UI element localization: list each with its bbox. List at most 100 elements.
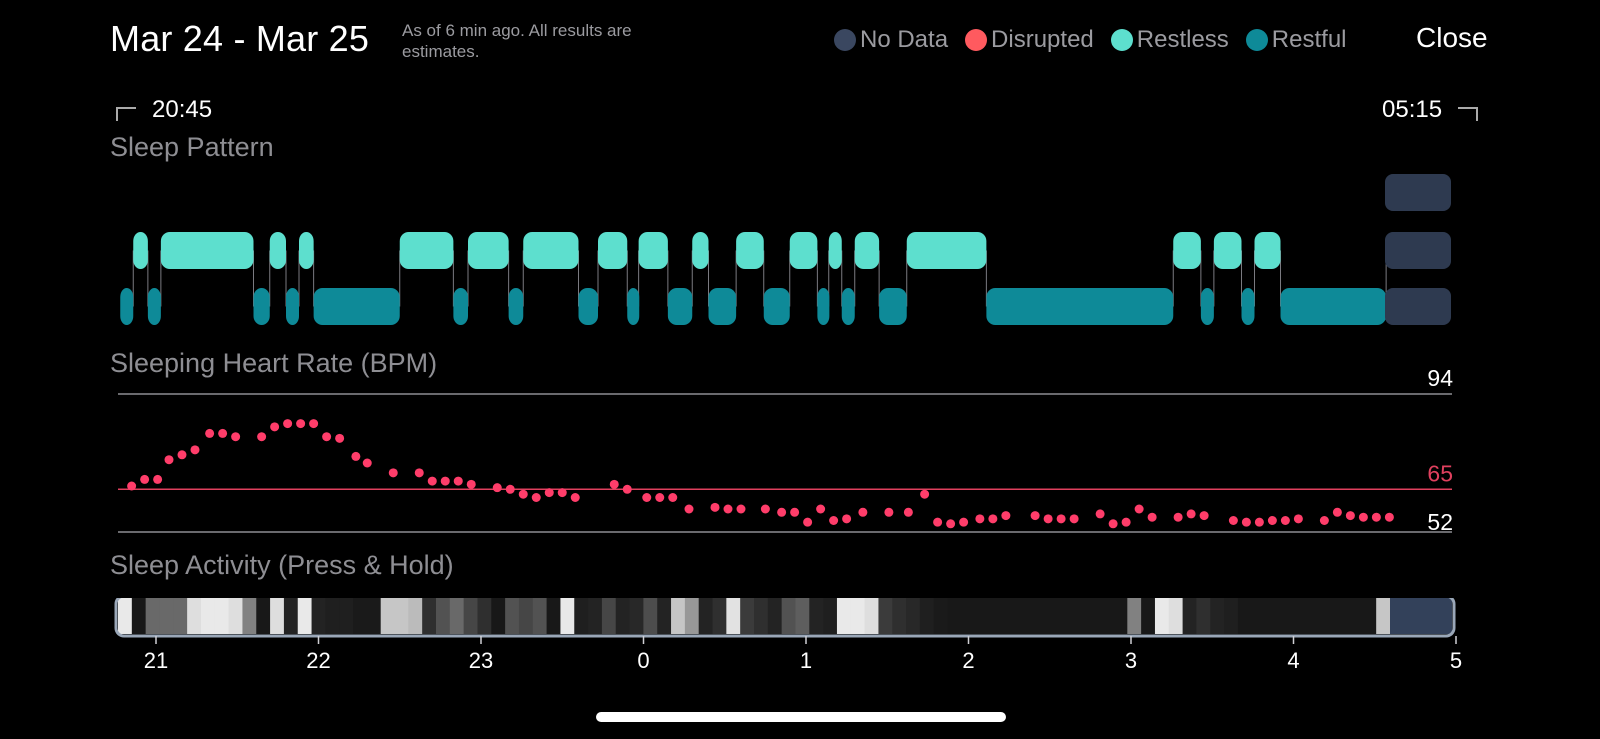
restless-segment (1213, 232, 1242, 269)
heart-rate-point (1056, 514, 1066, 524)
activity-bar (118, 598, 133, 634)
activity-bar (809, 598, 824, 634)
heart-rate-point (190, 445, 200, 455)
activity-bar (726, 598, 741, 634)
sleep-pattern-label: Sleep Pattern (110, 132, 274, 162)
hour-tick-label: 5 (1450, 648, 1462, 673)
activity-bar (1182, 598, 1198, 634)
heart-rate-point (309, 419, 319, 429)
sleep-pattern-chart[interactable] (0, 170, 1600, 335)
activity-bar (1251, 598, 1267, 634)
activity-bar (1099, 598, 1115, 634)
activity-bar (214, 598, 230, 634)
activity-bar (187, 598, 202, 634)
heart-rate-point (218, 428, 228, 438)
restful-segment (817, 288, 830, 325)
heart-rate-point (1384, 512, 1394, 522)
activity-bar (518, 598, 534, 634)
close-button[interactable]: Close (1416, 22, 1488, 53)
hour-tick-label: 23 (469, 648, 493, 673)
activity-bar (1168, 598, 1184, 634)
restless-segment (299, 232, 314, 269)
heart-rate-point (642, 493, 652, 502)
restful-segment (453, 288, 468, 325)
restless-segment (133, 232, 148, 269)
activity-bar (1127, 598, 1142, 634)
no-data-segment (1385, 288, 1451, 325)
heart-rate-point (1001, 511, 1011, 521)
range-end[interactable]: 05:15 (1382, 96, 1479, 124)
legend: No Data Disrupted Restless Restful (834, 26, 1364, 54)
hour-tick-label: 1 (800, 648, 812, 673)
restful-segment (986, 288, 1174, 325)
heart-rate-point (296, 419, 306, 429)
activity-bar (1293, 598, 1308, 634)
activity-bar (297, 598, 313, 634)
sleep-activity-chart[interactable]: 21 22 23 0 1 2 3 4 5 (0, 598, 1600, 690)
heart-rate-point (710, 502, 720, 512)
activity-bar (546, 598, 562, 634)
heart-rate-point (684, 504, 694, 514)
heart-rate-point (557, 488, 567, 498)
activity-bar (906, 598, 921, 634)
heart-rate-point (975, 514, 985, 524)
heart-rate-point (790, 507, 800, 517)
legend-item-restless: Restless (1110, 26, 1229, 54)
range-end-bracket-icon (1458, 107, 1479, 121)
activity-bar (1072, 598, 1087, 634)
activity-bar (1320, 598, 1336, 634)
activity-bar (270, 598, 285, 634)
restful-segment (578, 288, 598, 325)
hour-tick-label: 4 (1287, 648, 1299, 673)
activity-bar (1058, 598, 1073, 634)
activity-bar (491, 598, 506, 634)
heart-rate-point (1280, 516, 1290, 525)
restless-segment (906, 232, 987, 269)
legend-label: No Data (860, 26, 949, 53)
restful-segment (667, 288, 693, 325)
heart-rate-label: Sleeping Heart Rate (BPM) (110, 348, 438, 378)
activity-bar (242, 598, 257, 634)
heart-rate-point (884, 507, 894, 517)
heart-rate-point (518, 489, 528, 499)
activity-bar (1141, 598, 1156, 634)
heart-rate-point (1358, 512, 1368, 522)
heart-rate-point (920, 489, 930, 499)
heart-rate-point (1043, 514, 1053, 524)
heart-rate-point (609, 479, 619, 489)
activity-frame (114, 598, 1456, 638)
activity-bar (449, 598, 465, 634)
legend-item-no-data: No Data (834, 26, 948, 54)
activity-bar (781, 598, 797, 634)
heart-rate-point (1228, 516, 1238, 525)
activity-bar (1002, 598, 1018, 634)
restless-segment (1173, 232, 1201, 269)
restful-segment (313, 288, 400, 325)
range-start[interactable]: 20:45 (116, 96, 212, 124)
restful-segment (879, 288, 907, 325)
hour-tick-label: 21 (144, 648, 168, 673)
activity-bar (283, 598, 299, 634)
max-bpm-label: 94 (1427, 365, 1453, 391)
heart-rate-point (622, 484, 632, 494)
activity-bar (1224, 598, 1239, 634)
restful-segment (147, 288, 161, 325)
heart-rate-point (127, 481, 137, 491)
range-start-time: 20:45 (152, 96, 213, 123)
activity-bar (173, 598, 188, 634)
restless-segment (399, 232, 454, 269)
heart-rate-point (1371, 512, 1381, 522)
heart-rate-chart[interactable]: 94 65 52 (0, 360, 1600, 550)
activity-bar (131, 598, 147, 634)
heart-rate-point (1332, 507, 1342, 517)
activity-bar (228, 598, 244, 634)
home-indicator[interactable] (596, 712, 1006, 722)
heart-rate-point (1254, 517, 1264, 527)
range-start-bracket-icon (116, 107, 136, 121)
activity-bar (1265, 598, 1280, 634)
activity-bar (671, 598, 686, 634)
heart-rate-point (466, 479, 476, 489)
activity-bar (560, 598, 575, 634)
activity-bar (795, 598, 810, 634)
